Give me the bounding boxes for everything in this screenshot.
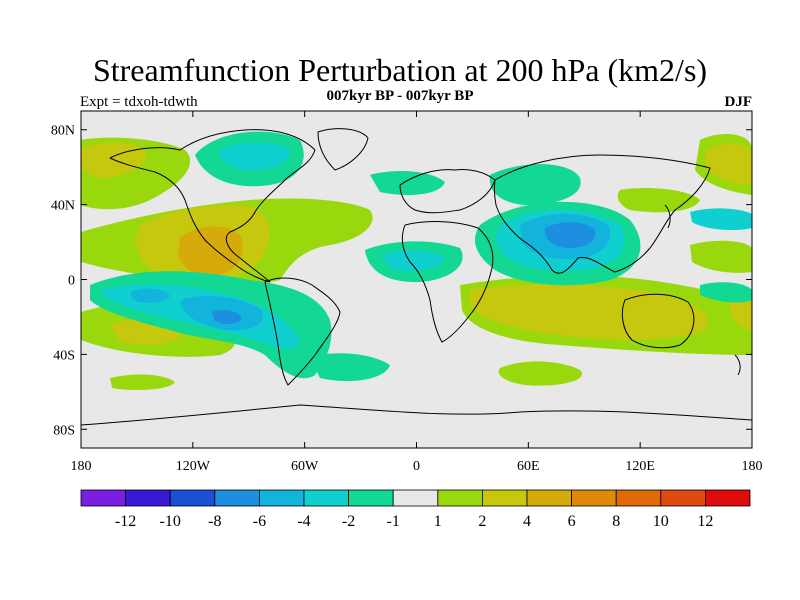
colorbar-label: -8 xyxy=(208,513,221,530)
colorbar-label: -1 xyxy=(387,513,400,530)
colorbar-label: 1 xyxy=(434,513,442,530)
x-tick-label: 120W xyxy=(176,459,211,474)
colorbar-swatch xyxy=(125,489,171,507)
colorbar-label: -12 xyxy=(115,513,136,530)
colorbar-label: -10 xyxy=(160,513,181,530)
x-tick-label: 120E xyxy=(625,459,655,474)
colorbar-swatch xyxy=(571,489,617,507)
colorbar-swatch xyxy=(348,489,394,507)
x-axis: 180 120W 60W 0 60E 120E 180 xyxy=(71,111,763,474)
x-tick-label: 0 xyxy=(413,459,420,474)
colorbar-label: -4 xyxy=(297,513,310,530)
colorbar-label: 2 xyxy=(478,513,486,530)
colorbar-label: 10 xyxy=(653,513,669,530)
chart-title: Streamfunction Perturbation at 200 hPa (… xyxy=(92,52,708,88)
y-axis: 80N 40N 0 40S 80S xyxy=(51,124,752,438)
colorbar-label: -6 xyxy=(253,513,266,530)
y-tick-label: 80S xyxy=(53,423,75,438)
japan-outline xyxy=(664,204,671,229)
colorbar-swatch xyxy=(481,489,528,507)
colorbar-swatch xyxy=(526,489,572,507)
colorbar-swatch xyxy=(660,489,706,507)
colorbar-swatch xyxy=(705,489,751,507)
colorbar-label: 6 xyxy=(568,513,576,530)
y-tick-label: 80N xyxy=(51,124,75,139)
europe-outline xyxy=(399,169,496,214)
continent-outlines xyxy=(81,128,752,426)
colorbar-swatch xyxy=(169,489,216,507)
chart-subtitle: 007kyr BP - 007kyr BP xyxy=(326,88,474,104)
new-zealand-outline xyxy=(734,354,741,376)
greenland-outline xyxy=(317,128,369,171)
y-tick-label: 40N xyxy=(51,199,75,214)
south-america-outline xyxy=(264,277,341,386)
colorbar-swatch xyxy=(214,489,260,507)
colorbar-swatch xyxy=(615,489,662,507)
y-tick-label: 0 xyxy=(68,274,75,289)
africa-outline xyxy=(401,221,494,343)
x-tick-label: 60E xyxy=(517,459,540,474)
colorbar: -12 -10 -8 -6 -4 -2 -1 1 2 4 6 8 10 12 xyxy=(80,489,751,530)
map-field xyxy=(81,111,752,448)
colorbar-swatch xyxy=(80,489,126,507)
colorbar-swatch xyxy=(392,489,439,507)
colorbar-swatch xyxy=(258,489,305,507)
colorbar-swatch xyxy=(303,489,349,507)
x-tick-label: 180 xyxy=(71,459,92,474)
x-tick-label: 60W xyxy=(291,459,319,474)
negative-contours-6 xyxy=(212,222,596,324)
north-america-outline xyxy=(109,129,316,283)
x-tick-label: 180 xyxy=(742,459,763,474)
colorbar-label: 12 xyxy=(697,513,713,530)
antarctica-outline xyxy=(81,404,752,426)
season-label: DJF xyxy=(724,94,753,110)
y-tick-label: 40S xyxy=(53,348,75,363)
asia-outline xyxy=(493,154,711,274)
colorbar-swatch xyxy=(437,489,483,507)
experiment-label: Expt = tdxoh-tdwth xyxy=(80,94,198,110)
colorbar-label: -2 xyxy=(342,513,355,530)
australia-outline xyxy=(621,293,695,349)
colorbar-label: 8 xyxy=(612,513,620,530)
colorbar-label: 4 xyxy=(523,513,531,530)
